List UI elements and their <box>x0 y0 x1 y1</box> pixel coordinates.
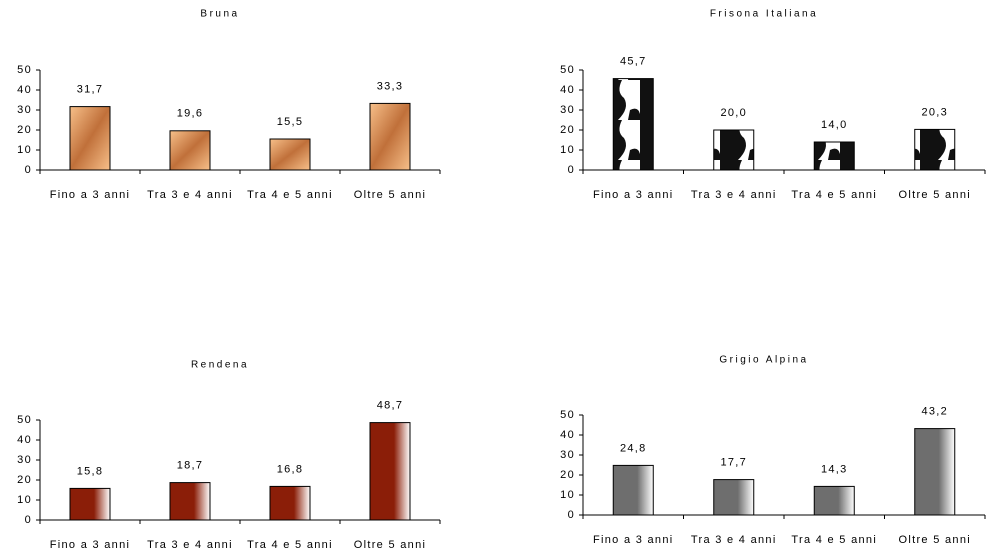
y-tick-label: 40 <box>560 429 575 441</box>
x-tick-label: Tra 4 e 5 anni <box>788 184 880 206</box>
x-tick-label: Tra 3 e 4 anni <box>144 184 236 206</box>
y-tick-label: 20 <box>560 124 575 136</box>
y-tick-label: 40 <box>17 84 32 96</box>
value-label: 18,7 <box>177 460 204 472</box>
y-tick-label: 30 <box>17 104 32 116</box>
x-tick-label: Tra 4 e 5 anni <box>244 184 336 206</box>
x-tick-label: Oltre 5 anni <box>344 184 436 206</box>
y-tick-label: 0 <box>25 164 32 176</box>
y-tick-label: 20 <box>17 124 32 136</box>
value-label: 33,3 <box>377 80 404 92</box>
value-label: 45,7 <box>620 56 647 68</box>
page: Bruna 0 10 20 30 40 50 31,7 19,6 15,5 33,3 Frisona … <box>0 0 991 552</box>
bar <box>915 129 955 170</box>
chart-title: Grigio Alpina <box>719 355 808 366</box>
bar <box>814 486 854 515</box>
bar <box>270 139 310 170</box>
value-label: 31,7 <box>77 84 104 96</box>
value-label: 16,8 <box>277 463 304 475</box>
y-tick-label: 10 <box>560 489 575 501</box>
value-label: 24,8 <box>620 442 647 454</box>
y-tick-label: 30 <box>560 104 575 116</box>
y-tick-label: 10 <box>17 144 32 156</box>
y-tick-label: 0 <box>568 509 575 521</box>
x-tick-label: Tra 3 e 4 anni <box>144 534 236 556</box>
y-tick-label: 10 <box>17 494 32 506</box>
bar <box>714 130 754 170</box>
y-tick-label: 50 <box>17 64 32 76</box>
y-tick-label: 20 <box>560 469 575 481</box>
y-tick-label: 0 <box>25 514 32 526</box>
chart-title: Rendena <box>191 360 249 371</box>
value-label: 14,0 <box>821 119 848 131</box>
bar <box>170 131 210 170</box>
bar <box>915 429 955 515</box>
value-label: 15,5 <box>277 116 304 128</box>
chart-title: Frisona Italiana <box>710 9 818 20</box>
y-tick-label: 30 <box>560 449 575 461</box>
y-tick-label: 50 <box>560 64 575 76</box>
chart-title: Bruna <box>200 9 239 20</box>
y-tick-label: 10 <box>560 144 575 156</box>
x-tick-label: Fino a 3 anni <box>44 534 136 556</box>
bar <box>370 423 410 520</box>
x-tick-label: Tra 4 e 5 anni <box>244 534 336 556</box>
bar <box>370 103 410 170</box>
x-tick-label: Tra 4 e 5 anni <box>788 529 880 551</box>
x-tick-label: Fino a 3 anni <box>587 529 679 551</box>
x-tick-label: Fino a 3 anni <box>44 184 136 206</box>
value-label: 43,2 <box>921 406 948 418</box>
y-tick-label: 0 <box>568 164 575 176</box>
value-label: 48,7 <box>377 400 404 412</box>
y-tick-label: 50 <box>560 409 575 421</box>
x-tick-label: Tra 3 e 4 anni <box>688 529 780 551</box>
x-tick-label: Oltre 5 anni <box>344 534 436 556</box>
value-label: 17,7 <box>720 457 747 469</box>
bar <box>170 483 210 520</box>
y-tick-label: 40 <box>560 84 575 96</box>
x-tick-label: Tra 3 e 4 anni <box>688 184 780 206</box>
bar <box>613 79 653 170</box>
bar <box>270 486 310 520</box>
x-tick-label: Oltre 5 anni <box>889 184 981 206</box>
value-label: 19,6 <box>177 108 204 120</box>
charts: Bruna 0 10 20 30 40 50 31,7 19,6 15,5 33,3 Frisona … <box>0 0 991 552</box>
x-tick-label: Fino a 3 anni <box>587 184 679 206</box>
bar <box>714 480 754 515</box>
bar <box>814 142 854 170</box>
value-label: 20,0 <box>720 107 747 119</box>
y-tick-label: 20 <box>17 474 32 486</box>
y-tick-label: 50 <box>17 414 32 426</box>
value-label: 20,3 <box>921 106 948 118</box>
bar <box>70 488 110 520</box>
bar <box>70 107 110 170</box>
value-label: 15,8 <box>77 465 104 477</box>
y-tick-label: 40 <box>17 434 32 446</box>
value-label: 14,3 <box>821 463 848 475</box>
x-tick-label: Oltre 5 anni <box>889 529 981 551</box>
y-tick-label: 30 <box>17 454 32 466</box>
bar <box>613 465 653 515</box>
